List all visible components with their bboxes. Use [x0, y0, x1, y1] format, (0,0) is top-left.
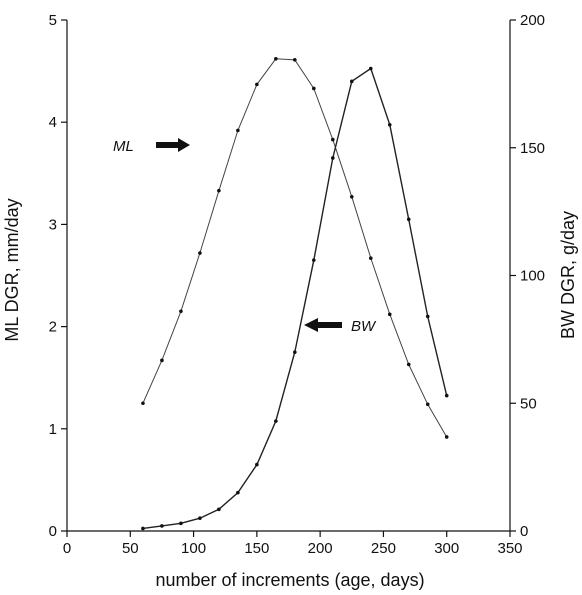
ml-data-point — [293, 58, 297, 62]
bw-data-point — [387, 122, 392, 127]
y-left-tick-label: 3 — [49, 216, 57, 233]
x-tick-label: 350 — [497, 540, 522, 557]
bw-arrow-icon — [304, 318, 342, 332]
bw-data-point — [349, 79, 354, 84]
bw-data-point — [406, 217, 411, 222]
ml-data-point — [198, 251, 202, 255]
bw-data-point — [160, 524, 164, 528]
y-right-tick-label: 100 — [520, 268, 545, 285]
ml-data-point — [274, 57, 278, 61]
ml-data-point — [160, 358, 164, 363]
bw-data-point — [312, 258, 316, 262]
ml-data-point — [217, 188, 221, 193]
bw-data-point — [425, 314, 430, 319]
y-left-tick-label: 4 — [49, 114, 57, 131]
bw-data-point — [368, 66, 373, 71]
y-axis-title-right: BW DGR, g/day — [558, 211, 578, 339]
ml-data-point — [406, 362, 411, 367]
ml-data-point — [255, 82, 259, 87]
bw-data-point — [141, 526, 145, 531]
bw-data-point — [293, 350, 297, 354]
ml-data-point — [349, 195, 354, 199]
ml-data-point — [179, 309, 183, 314]
bw-data-point — [255, 462, 259, 467]
y-left-tick-label: 1 — [49, 421, 57, 438]
x-tick-label: 150 — [244, 540, 269, 557]
ml-data-point — [141, 401, 145, 406]
y-right-tick-label: 50 — [520, 395, 537, 412]
y-right-tick-label: 200 — [520, 12, 545, 29]
ml-data-point — [236, 128, 240, 133]
y-axis-title-left: ML DGR, mm/day — [2, 198, 22, 341]
bw-data-point — [331, 156, 335, 160]
y-left-tick-label: 2 — [49, 319, 57, 336]
bw-data-point — [198, 516, 202, 521]
ml-data-point — [312, 86, 316, 91]
x-tick-label: 100 — [181, 540, 206, 557]
bw-data-point — [444, 393, 449, 398]
x-tick-label: 0 — [63, 540, 71, 557]
ml-series-label: ML — [113, 138, 134, 155]
y-right-tick-label: 0 — [520, 523, 528, 540]
x-axis-title: number of increments (age, days) — [155, 570, 424, 590]
x-tick-label: 300 — [434, 540, 459, 557]
y-right-tick-label: 150 — [520, 140, 545, 157]
ml-data-point — [425, 402, 430, 407]
bw-data-point — [217, 507, 221, 512]
x-tick-label: 50 — [122, 540, 139, 557]
markers — [141, 57, 449, 531]
bw-data-point — [236, 490, 240, 495]
bw-series-label: BW — [351, 318, 377, 335]
y-left-tick-label: 0 — [49, 523, 57, 540]
ml-data-point — [331, 137, 335, 142]
bw-data-point — [274, 419, 278, 423]
bw-data-point — [179, 521, 183, 526]
ml-data-point — [387, 312, 392, 317]
y-left-tick-label: 5 — [49, 12, 57, 29]
ml-data-point — [444, 435, 449, 439]
ml-arrow-icon — [156, 138, 190, 152]
ml-data-point — [368, 256, 373, 260]
x-tick-label: 250 — [371, 540, 396, 557]
x-tick-label: 200 — [308, 540, 333, 557]
